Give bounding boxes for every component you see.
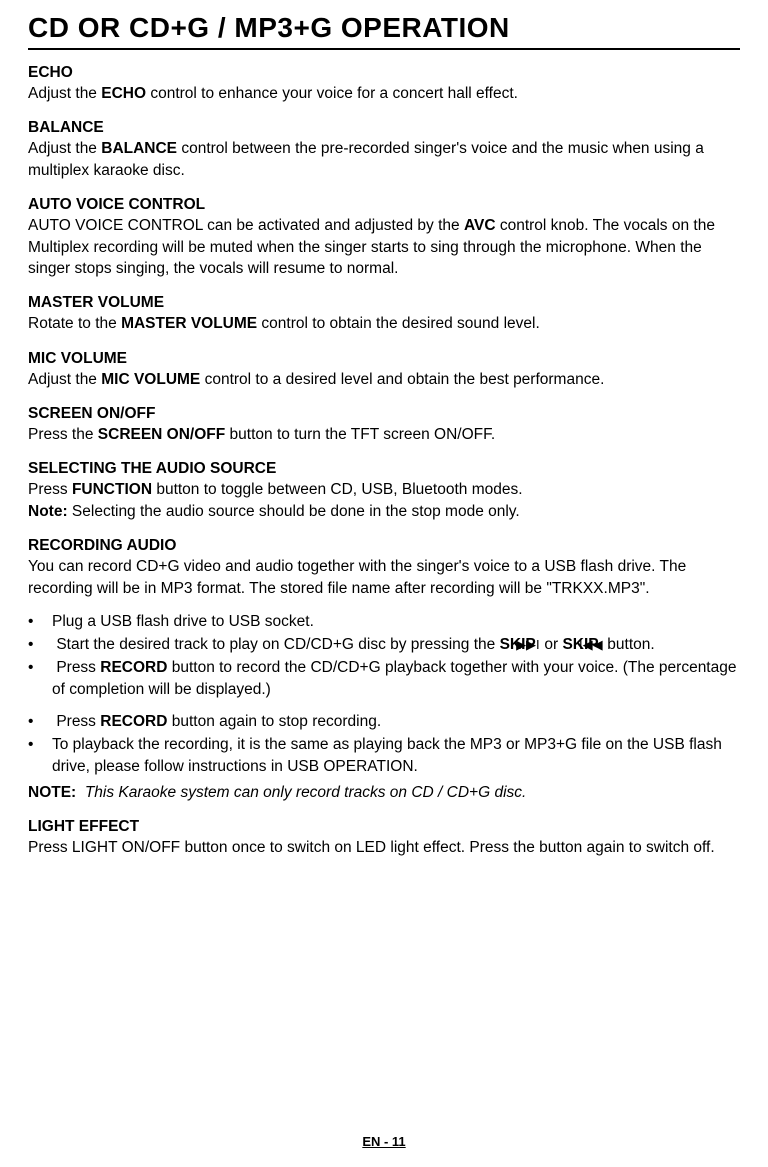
light-body: Press LIGHT ON/OFF button once to switch… [28, 837, 740, 858]
echo-heading: ECHO [28, 64, 740, 82]
master-heading: MASTER VOLUME [28, 294, 740, 312]
balance-body: Adjust the BALANCE control between the p… [28, 138, 740, 181]
text: button again to stop recording. [167, 713, 381, 730]
list-item: Press RECORD button to record the CD/CD+… [28, 657, 740, 701]
recording-note: NOTE: This Karaoke system can only recor… [28, 782, 740, 803]
section-light-effect: LIGHT EFFECT Press LIGHT ON/OFF button o… [28, 818, 740, 858]
text: button to turn the TFT screen ON/OFF. [225, 426, 495, 443]
section-master-volume: MASTER VOLUME Rotate to the MASTER VOLUM… [28, 294, 740, 334]
section-echo: ECHO Adjust the ECHO control to enhance … [28, 64, 740, 104]
text-bold: SCREEN ON/OFF [98, 426, 225, 443]
note-label: NOTE: [28, 784, 76, 801]
text: Press the [28, 426, 98, 443]
page-title: CD OR CD+G / MP3+G OPERATION [28, 12, 740, 50]
text: control to a desired level and obtain th… [200, 371, 604, 388]
screen-heading: SCREEN ON/OFF [28, 405, 740, 423]
text: AUTO VOICE CONTROL can be activated and … [28, 217, 464, 234]
text: To playback the recording, it is the sam… [52, 736, 722, 775]
balance-heading: BALANCE [28, 119, 740, 137]
light-heading: LIGHT EFFECT [28, 818, 740, 836]
text: Adjust the [28, 85, 101, 102]
recording-bullets: Plug a USB flash drive to USB socket. St… [28, 611, 740, 701]
section-screen: SCREEN ON/OFF Press the SCREEN ON/OFF bu… [28, 405, 740, 445]
list-item: Press RECORD button again to stop record… [28, 711, 740, 733]
text: control to obtain the desired sound leve… [257, 315, 540, 332]
text: button to toggle between CD, USB, Blueto… [152, 481, 523, 498]
text-bold: FUNCTION [72, 481, 152, 498]
echo-body: Adjust the ECHO control to enhance your … [28, 83, 740, 104]
text-bold: RECORD [100, 713, 167, 730]
note-text: Selecting the audio source should be don… [68, 503, 520, 520]
screen-body: Press the SCREEN ON/OFF button to turn t… [28, 424, 740, 445]
section-balance: BALANCE Adjust the BALANCE control betwe… [28, 119, 740, 181]
recording-heading: RECORDING AUDIO [28, 537, 740, 555]
mic-body: Adjust the MIC VOLUME control to a desir… [28, 369, 740, 390]
text-bold: MASTER VOLUME [121, 315, 257, 332]
section-audio-source: SELECTING THE AUDIO SOURCE Press FUNCTIO… [28, 460, 740, 522]
avc-body: AUTO VOICE CONTROL can be activated and … [28, 215, 740, 279]
text: Adjust the [28, 371, 101, 388]
master-body: Rotate to the MASTER VOLUME control to o… [28, 313, 740, 334]
note-label: Note: [28, 503, 68, 520]
source-body: Press FUNCTION button to toggle between … [28, 479, 740, 500]
list-item: To playback the recording, it is the sam… [28, 734, 740, 778]
section-avc: AUTO VOICE CONTROL AUTO VOICE CONTROL ca… [28, 196, 740, 279]
text: Press [56, 659, 100, 676]
text: Adjust the [28, 140, 101, 157]
source-heading: SELECTING THE AUDIO SOURCE [28, 460, 740, 478]
text: button. [603, 636, 655, 653]
source-note: Note: Selecting the audio source should … [28, 501, 740, 522]
avc-heading: AUTO VOICE CONTROL [28, 196, 740, 214]
mic-heading: MIC VOLUME [28, 350, 740, 368]
section-recording: RECORDING AUDIO You can record CD+G vide… [28, 537, 740, 803]
text-bold: MIC VOLUME [101, 371, 200, 388]
recording-intro: You can record CD+G video and audio toge… [28, 556, 740, 599]
section-mic-volume: MIC VOLUME Adjust the MIC VOLUME control… [28, 350, 740, 390]
page-footer: EN - 11 [0, 1134, 768, 1149]
list-item: Start the desired track to play on CD/CD… [28, 634, 740, 656]
text: Rotate to the [28, 315, 121, 332]
text: Start the desired track to play on CD/CD… [56, 636, 499, 653]
text-bold: RECORD [100, 659, 167, 676]
text: Plug a USB flash drive to USB socket. [52, 613, 314, 630]
text: control to enhance your voice for a conc… [146, 85, 518, 102]
note-text: This Karaoke system can only record trac… [85, 784, 526, 801]
text-bold: BALANCE [101, 140, 177, 157]
recording-bullets-2: Press RECORD button again to stop record… [28, 711, 740, 778]
text: or [540, 636, 562, 653]
text: Press [28, 481, 72, 498]
text-bold: ECHO [101, 85, 146, 102]
text: Press [56, 713, 100, 730]
list-item: Plug a USB flash drive to USB socket. [28, 611, 740, 633]
text-bold: AVC [464, 217, 496, 234]
